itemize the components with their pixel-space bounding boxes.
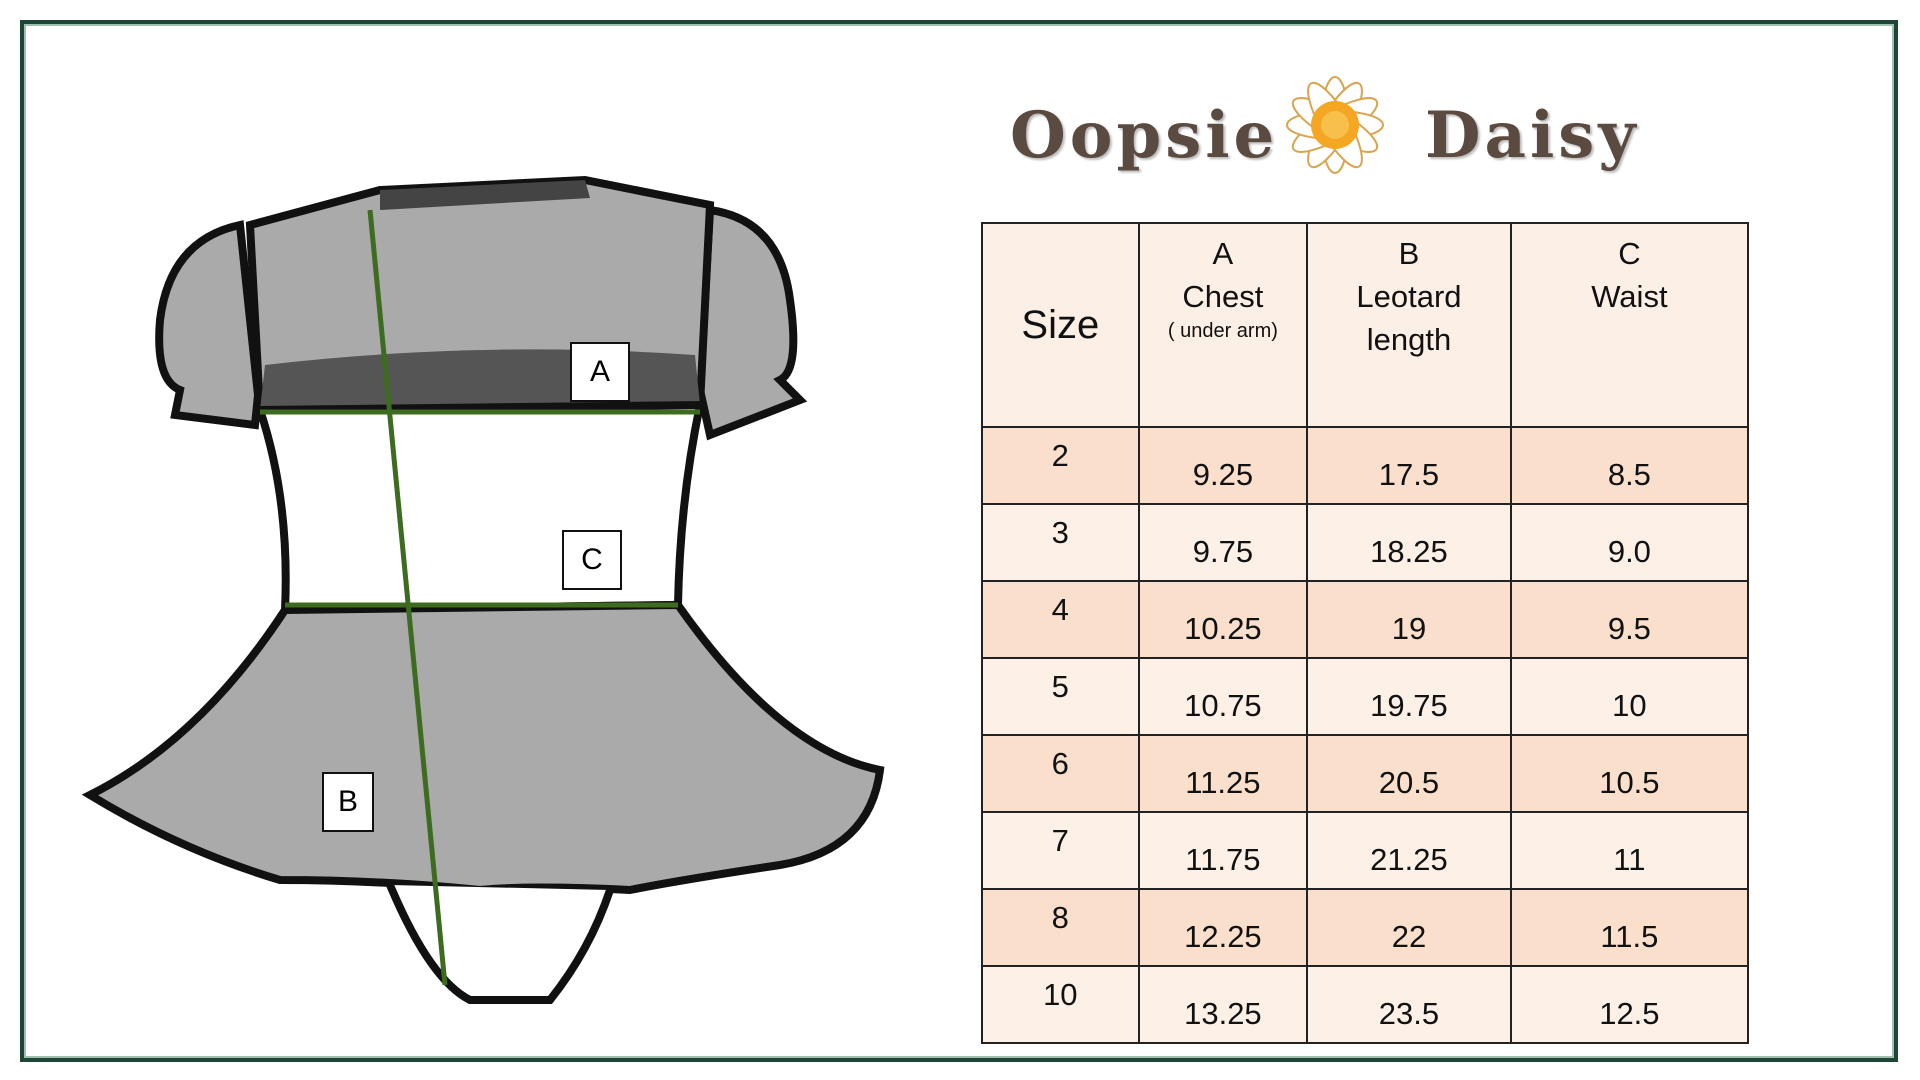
measurement-cell: 9.75 xyxy=(1137,503,1309,582)
measurement-cell: 19.75 xyxy=(1306,657,1512,736)
header-chest: A Chest ( under arm) xyxy=(1137,222,1309,428)
label-a: A xyxy=(570,342,630,402)
header-row: Size A Chest( under arm) B Leotard length … xyxy=(981,222,1750,428)
measurement-cell: 18.25 xyxy=(1306,503,1512,582)
measurement-cell: 20.5 xyxy=(1306,734,1512,813)
header-label: Waist xyxy=(1591,279,1668,314)
size-cell: 2 xyxy=(981,426,1140,505)
measurement-cell: 10.25 xyxy=(1137,580,1309,659)
measurement-cell: 12.25 xyxy=(1137,888,1309,967)
table-row: 3 9.75 18.25 9.0 xyxy=(981,503,1750,582)
size-cell: 7 xyxy=(981,811,1140,890)
measurement-cell: 10.5 xyxy=(1509,734,1750,813)
measurement-cell: 21.25 xyxy=(1306,811,1512,890)
logo-word-1: Oopsie xyxy=(1010,98,1279,173)
measurement-cell: 17.5 xyxy=(1306,426,1512,505)
measurement-cell: 22 xyxy=(1306,888,1512,967)
measurement-cell: 11.25 xyxy=(1137,734,1309,813)
logo-word-2: Daisy xyxy=(1425,98,1640,173)
measurement-cell: 9.5 xyxy=(1509,580,1750,659)
table-row: 7 11.75 21.25 11 xyxy=(981,811,1750,890)
page-frame xyxy=(20,20,1898,1062)
header-length: B Leotard length xyxy=(1306,222,1512,428)
measurement-cell: 19 xyxy=(1306,580,1512,659)
table-row: 10 13.25 23.5 12.5 xyxy=(981,965,1750,1044)
table-row: 6 11.25 20.5 10.5 xyxy=(981,734,1750,813)
size-cell: 4 xyxy=(981,580,1140,659)
header-letter: B xyxy=(1398,236,1420,271)
measurement-cell: 13.25 xyxy=(1137,965,1309,1044)
table-row: 5 10.75 19.75 10 xyxy=(981,657,1750,736)
measurement-cell: 9.25 xyxy=(1137,426,1309,505)
measurement-cell: 9.0 xyxy=(1509,503,1750,582)
size-chart-table: Size A Chest( under arm) B Leotard length … xyxy=(981,222,1750,1044)
daisy-icon xyxy=(1286,76,1384,174)
header-label: Leotard length xyxy=(1356,279,1462,357)
measurement-cell: 12.5 xyxy=(1509,965,1750,1044)
table-row: 2 9.25 17.5 8.5 xyxy=(981,426,1750,505)
header-letter: C xyxy=(1618,236,1641,271)
size-cell: 10 xyxy=(981,965,1140,1044)
size-cell: 3 xyxy=(981,503,1140,582)
measurement-cell: 8.5 xyxy=(1509,426,1750,505)
size-cell: 5 xyxy=(981,657,1140,736)
measurement-cell: 10.75 xyxy=(1137,657,1309,736)
header-sub: ( under arm) xyxy=(1167,320,1278,342)
label-b: B xyxy=(322,772,374,832)
measurement-cell: 10 xyxy=(1509,657,1750,736)
size-cell: 8 xyxy=(981,888,1140,967)
measurement-cell: 11.75 xyxy=(1137,811,1309,890)
header-size: Size xyxy=(981,222,1140,428)
leotard-diagram xyxy=(81,175,885,1004)
oopsie-daisy-logo: Oopsie Daisy xyxy=(1010,40,1650,210)
label-c: C xyxy=(562,530,622,590)
table-row: 4 10.25 19 9.5 xyxy=(981,580,1750,659)
header-waist: C Waist xyxy=(1509,222,1750,428)
size-cell: 6 xyxy=(981,734,1140,813)
measurement-cell: 11.5 xyxy=(1509,888,1750,967)
measurement-cell: 11 xyxy=(1509,811,1750,890)
header-letter: A xyxy=(1212,236,1234,271)
table-row: 8 12.25 22 11.5 xyxy=(981,888,1750,967)
header-label: Chest xyxy=(1182,279,1264,314)
measurement-cell: 23.5 xyxy=(1306,965,1512,1044)
